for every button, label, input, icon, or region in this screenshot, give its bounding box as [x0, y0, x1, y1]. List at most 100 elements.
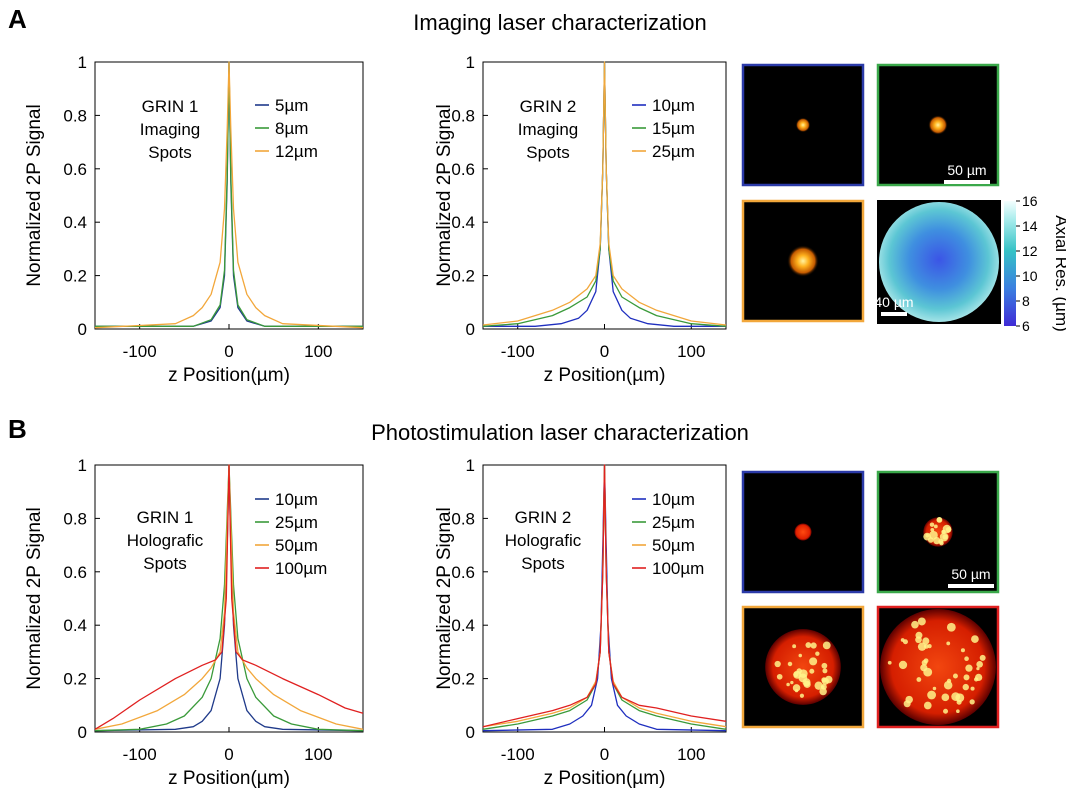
speckle — [809, 657, 818, 666]
annotation-text: Imaging — [518, 120, 578, 139]
speckle — [932, 686, 937, 691]
x-tick-label: 100 — [304, 745, 332, 764]
y-tick-label: 0.2 — [63, 267, 87, 286]
y-tick-label: 0.8 — [451, 106, 475, 125]
tile-frame — [741, 470, 865, 594]
holographic-disk — [765, 629, 841, 705]
speckle — [952, 673, 958, 679]
scale-bar-label: 50 µm — [947, 162, 986, 178]
speckle — [774, 660, 781, 668]
speckle — [805, 642, 812, 648]
scale-bar: 50 µm — [948, 566, 994, 588]
speckle — [887, 660, 892, 665]
speckle — [925, 533, 930, 538]
speckle — [979, 654, 986, 661]
speckle — [939, 532, 949, 542]
speckle — [792, 644, 797, 649]
series-line-8µm — [95, 61, 363, 327]
plot-frame — [94, 464, 364, 733]
scale-bar: 40 µm — [874, 294, 914, 316]
speckle — [976, 666, 980, 671]
spot — [928, 115, 948, 135]
speckle — [936, 517, 942, 523]
legend-entry: 10µm — [652, 96, 695, 115]
speckle — [810, 642, 817, 649]
colorbar-tick-label: 14 — [1022, 218, 1038, 234]
y-axis-label: Normalized 2P Signal — [24, 507, 45, 689]
speckle — [973, 677, 979, 682]
speckle — [970, 686, 975, 691]
image-tile-spot-8um — [876, 63, 1000, 187]
annotation-text: Spots — [143, 554, 186, 573]
y-tick-label: 0.2 — [451, 267, 475, 286]
speckle — [943, 681, 953, 690]
legend-entry: 100µm — [652, 559, 704, 578]
speckle — [786, 682, 790, 687]
y-tick-label: 0 — [466, 320, 475, 339]
tile-frame — [876, 605, 1000, 729]
speckle — [824, 675, 833, 684]
spot — [787, 245, 819, 277]
annotation-text: Spots — [148, 143, 191, 162]
image-tile-spot-12um — [741, 199, 865, 323]
x-axis-label: z Position(µm) — [168, 365, 290, 386]
speckle — [964, 656, 969, 662]
y-tick-label: 0.8 — [63, 509, 87, 528]
speckle — [927, 690, 936, 700]
x-tick-label: 100 — [304, 342, 332, 361]
legend-entry: 25µm — [652, 513, 695, 532]
y-tick-label: 1 — [466, 456, 475, 475]
x-tick-label: -100 — [501, 342, 535, 361]
speckle — [933, 524, 938, 529]
x-axis-label: z Position(µm) — [544, 768, 666, 789]
annotation-text: GRIN 2 — [515, 508, 572, 527]
speckle — [917, 617, 926, 626]
legend-entry: 8µm — [275, 119, 308, 138]
annotation-text: Holografic — [505, 531, 582, 550]
speckle — [814, 681, 823, 690]
series-line-25µm — [482, 61, 727, 326]
speckle — [792, 684, 801, 692]
image-tile-holo-100um — [876, 605, 1000, 729]
series-line-100µm — [482, 464, 727, 728]
speckle — [955, 693, 965, 703]
y-tick-label: 0.4 — [63, 616, 87, 635]
annotation-text: GRIN 1 — [142, 97, 199, 116]
speckle — [803, 680, 810, 687]
chart-b1: 0 0.2 0.4 0.6 0.8 1 -100 0 100 z Position(µm) Norm… — [24, 456, 364, 789]
legend-entry: 10µm — [275, 490, 318, 509]
tile-frame — [741, 605, 865, 729]
chart-b2: 0 0.2 0.4 0.6 0.8 1 -100 0 100 z Position(µm) Norm… — [434, 456, 727, 789]
colorbar — [1004, 201, 1016, 326]
x-tick-label: -100 — [123, 342, 157, 361]
speckle — [820, 683, 827, 690]
y-tick-label: 0.6 — [451, 160, 475, 179]
speckle — [969, 699, 975, 705]
x-tick-label: -100 — [123, 745, 157, 764]
series-line-12µm — [94, 61, 364, 329]
spot — [795, 117, 811, 133]
speckle — [821, 662, 828, 669]
y-tick-label: 0 — [466, 723, 475, 742]
colorbar-tick-label: 10 — [1022, 268, 1038, 284]
image-tile-spot-5um — [741, 63, 865, 187]
scale-bar: 50 µm — [944, 162, 990, 184]
speckle — [822, 641, 831, 650]
speckle — [793, 671, 799, 677]
x-axis-label: z Position(µm) — [544, 365, 666, 386]
speckle — [916, 677, 922, 682]
x-tick-label: 0 — [224, 745, 233, 764]
series-line-100µm — [94, 464, 364, 730]
panel-title-a: Imaging laser characterization — [413, 10, 707, 35]
annotation-text: Imaging — [140, 120, 200, 139]
speckle — [929, 530, 938, 540]
legend-entry: 5µm — [275, 96, 308, 115]
axial-disk — [879, 202, 999, 322]
legend-entry: 50µm — [275, 536, 318, 555]
annotation-text: Spots — [526, 143, 569, 162]
speckle — [946, 622, 956, 632]
y-axis-label: Normalized 2P Signal — [434, 507, 455, 689]
y-tick-label: 0.8 — [63, 106, 87, 125]
legend-entry: 10µm — [652, 490, 695, 509]
